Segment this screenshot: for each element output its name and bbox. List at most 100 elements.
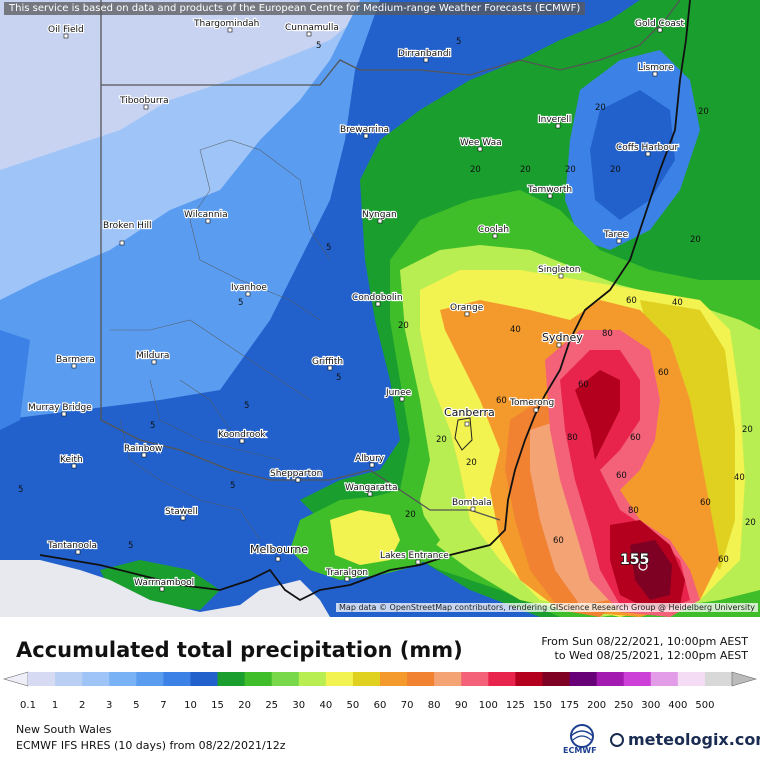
legend-swatch xyxy=(596,672,625,686)
legend-swatch xyxy=(136,672,164,686)
svg-text:Koondrook: Koondrook xyxy=(218,430,266,440)
place-cunnamulla: Cunnamulla xyxy=(284,22,340,37)
svg-text:Tomerong: Tomerong xyxy=(509,398,554,408)
svg-text:20: 20 xyxy=(398,321,409,331)
place-griffith: Griffith xyxy=(311,356,344,371)
contour-labels: 5 5 5 5 5 5 5 5 5 5 20 20 20 20 20 20 20… xyxy=(18,37,756,565)
svg-text:40: 40 xyxy=(734,473,745,483)
map-attribution[interactable]: Map data © OpenStreetMap contributors, r… xyxy=(336,603,758,612)
svg-text:60: 60 xyxy=(616,471,627,481)
svg-text:Lakes Entrance: Lakes Entrance xyxy=(380,551,449,561)
legend-swatch xyxy=(109,672,137,686)
place-traralgon: Traralgon xyxy=(324,567,369,582)
legend-tick-label: 2 xyxy=(79,700,85,711)
svg-text:5: 5 xyxy=(244,401,249,411)
region-label: New South Wales xyxy=(16,723,112,736)
svg-text:Condobolin: Condobolin xyxy=(352,293,403,303)
svg-text:20: 20 xyxy=(595,103,606,113)
place-coolah: Coolah xyxy=(477,224,510,239)
legend-swatch xyxy=(623,672,652,686)
legend-tick-label: 175 xyxy=(560,700,579,711)
svg-text:Gold Coast: Gold Coast xyxy=(635,19,685,29)
precip-field-vic-yellow xyxy=(330,510,400,565)
legend-swatch xyxy=(515,672,543,686)
place-canberra: Canberra xyxy=(443,405,496,427)
legend-tick-label: 5 xyxy=(133,700,139,711)
legend-arrow-low xyxy=(2,671,29,687)
legend-swatch xyxy=(704,672,733,686)
data-notice: This service is based on data and produc… xyxy=(4,2,586,15)
svg-text:Coffs Harbour: Coffs Harbour xyxy=(616,143,678,153)
svg-text:Tantanoola: Tantanoola xyxy=(47,541,97,551)
svg-text:5: 5 xyxy=(18,485,23,495)
place-wee-waa: Wee Waa xyxy=(459,137,503,152)
legend-tick-label: 90 xyxy=(455,700,468,711)
place-stawell: Stawell xyxy=(164,506,199,521)
svg-text:Mildura: Mildura xyxy=(136,351,169,361)
svg-text:60: 60 xyxy=(700,498,711,508)
legend-swatch xyxy=(244,672,273,686)
svg-text:80: 80 xyxy=(567,433,578,443)
legend-tick-label: 125 xyxy=(506,700,525,711)
precipitation-map[interactable]: Oil Field Thargomindah Cunnamulla Dirran… xyxy=(0,0,760,617)
svg-text:60: 60 xyxy=(630,433,641,443)
svg-text:Ivanhoe: Ivanhoe xyxy=(231,283,267,293)
place-keith: Keith xyxy=(59,454,84,469)
svg-text:Orange: Orange xyxy=(450,303,484,313)
max-precip-marker: 155 xyxy=(619,551,650,571)
legend-swatch xyxy=(569,672,598,686)
legend-tick-label: 40 xyxy=(319,700,332,711)
meteologix-icon xyxy=(610,733,624,747)
svg-text:60: 60 xyxy=(718,555,729,565)
svg-text:Wee Waa: Wee Waa xyxy=(460,138,502,148)
svg-text:5: 5 xyxy=(230,481,235,491)
legend-swatch xyxy=(28,672,56,686)
svg-text:Melbourne: Melbourne xyxy=(250,543,308,556)
place-wangaratta: Wangaratta xyxy=(344,482,399,497)
ecmwf-label: ECMWF xyxy=(563,746,597,755)
legend-arrow-high xyxy=(731,671,758,687)
place-tibooburra: Tibooburra xyxy=(118,95,170,110)
svg-text:Nyngan: Nyngan xyxy=(362,210,397,220)
place-junee: Junee xyxy=(384,387,413,402)
svg-text:Dirranbandi: Dirranbandi xyxy=(398,49,451,59)
svg-text:Albury: Albury xyxy=(355,454,385,464)
svg-text:Griffith: Griffith xyxy=(312,357,343,367)
legend-tick-label: 300 xyxy=(641,700,660,711)
meteologix-brand[interactable]: meteologix.com xyxy=(628,730,760,749)
act-border xyxy=(454,417,473,451)
legend-tick-label: 200 xyxy=(587,700,606,711)
legend-tick-label: 50 xyxy=(347,700,360,711)
place-tomerong: Tomerong xyxy=(508,397,555,413)
legend-tick-label: 70 xyxy=(401,700,414,711)
svg-text:Coolah: Coolah xyxy=(478,225,509,235)
svg-text:Canberra: Canberra xyxy=(444,406,495,419)
place-barmera: Barmera xyxy=(55,354,96,369)
place-albury: Albury xyxy=(354,453,386,468)
place-orange: Orange xyxy=(449,302,485,317)
place-oil-field: Oil Field xyxy=(47,24,85,39)
svg-text:20: 20 xyxy=(470,165,481,175)
svg-text:60: 60 xyxy=(626,296,637,306)
ecmwf-logo-icon xyxy=(570,724,594,748)
svg-text:Broken Hill: Broken Hill xyxy=(103,221,151,231)
chart-title: Accumulated total precipitation (mm) xyxy=(16,638,463,662)
legend-tick-label: 7 xyxy=(160,700,166,711)
legend-tick-label: 60 xyxy=(374,700,387,711)
svg-text:5: 5 xyxy=(238,298,243,308)
place-gold-coast: Gold Coast xyxy=(634,18,686,33)
svg-text:Inverell: Inverell xyxy=(538,115,571,125)
place-lismore: Lismore xyxy=(637,62,675,77)
place-taree: Taree xyxy=(602,229,630,244)
legend-tick-label: 25 xyxy=(265,700,278,711)
precip-legend: 0.1 1 2 3 5 7 10 15 20 25 30 40 50 60 70 80 90 100 125 150 1… xyxy=(2,671,758,711)
legend-swatch xyxy=(298,672,327,686)
svg-text:20: 20 xyxy=(466,458,477,468)
svg-text:5: 5 xyxy=(150,421,155,431)
svg-text:5: 5 xyxy=(128,541,133,551)
svg-text:Tibooburra: Tibooburra xyxy=(119,96,169,106)
legend-tick-label: 1 xyxy=(52,700,58,711)
legend-swatch xyxy=(325,672,354,686)
place-melbourne: Melbourne xyxy=(249,542,309,562)
precip-field-150mm xyxy=(630,540,672,600)
